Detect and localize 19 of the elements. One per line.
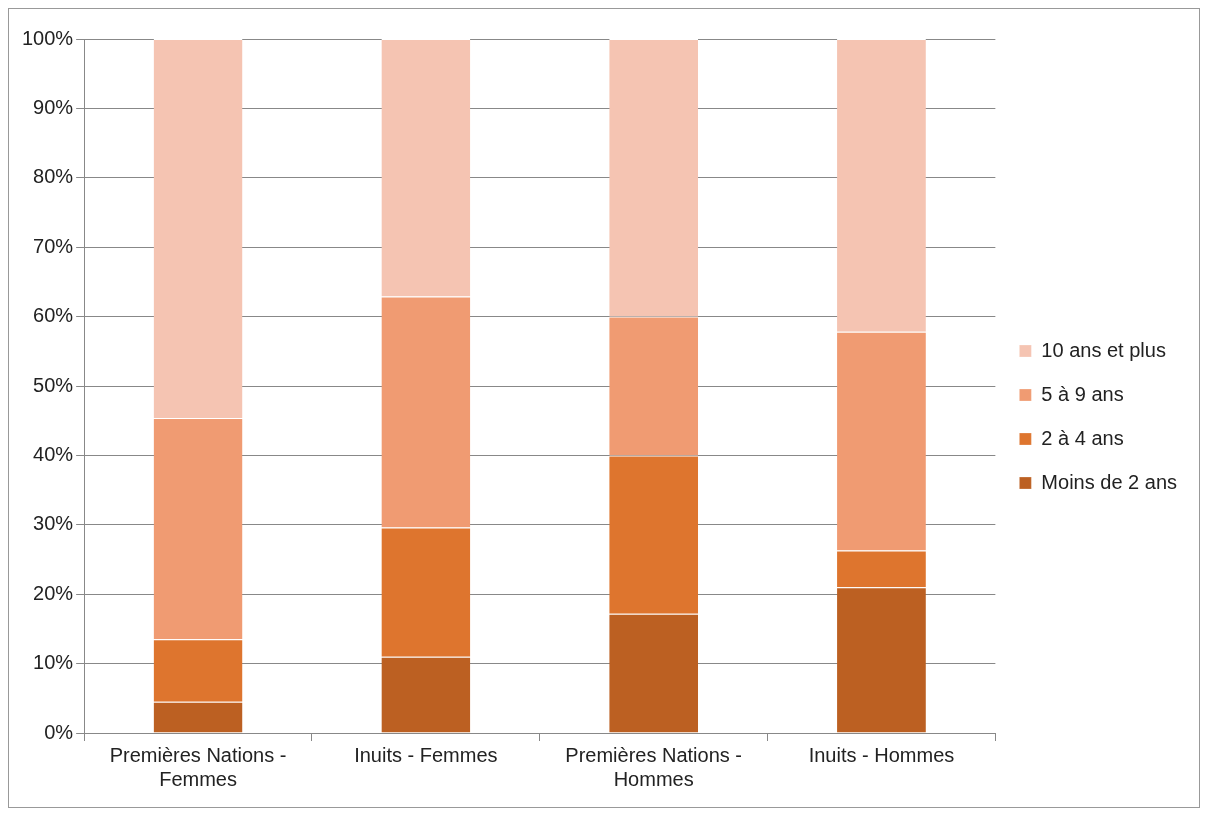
x-tick-label: Inuits - Hommes xyxy=(808,743,955,766)
x-tick-label: Premières Nations - Femmes xyxy=(109,743,287,790)
y-tick-label: 90% xyxy=(33,95,74,118)
y-tick-label: 10% xyxy=(33,651,74,674)
y-tick-label: 40% xyxy=(33,442,74,465)
y-tick-label: 30% xyxy=(33,512,74,535)
y-tick-label: 70% xyxy=(33,234,74,257)
x-tick-label: Premières Nations - Hommes xyxy=(565,743,743,790)
y-tick-label: 80% xyxy=(33,165,74,188)
y-tick-label: 100% xyxy=(22,26,74,49)
y-tick-label: 20% xyxy=(33,581,74,604)
y-tick-label: 0% xyxy=(44,720,74,743)
x-tick-label: Inuits - Femmes xyxy=(354,743,498,766)
y-tick-label: 60% xyxy=(33,304,74,327)
legend-label: 5 à 9 ans xyxy=(1041,382,1124,405)
y-tick-label: 50% xyxy=(33,373,74,396)
legend-label: Moins de 2 ans xyxy=(1041,470,1178,493)
legend-label: 10 ans et plus xyxy=(1041,338,1166,361)
legend-label: 2 à 4 ans xyxy=(1041,426,1124,449)
